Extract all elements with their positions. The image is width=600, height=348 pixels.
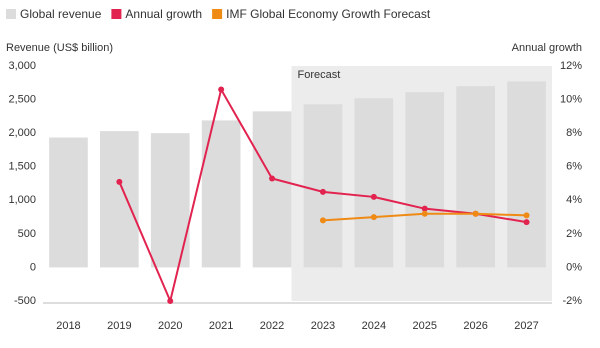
point xyxy=(523,219,530,226)
y-tick-label: -500 xyxy=(14,295,36,307)
x-tick-label: 2026 xyxy=(463,320,487,332)
bar xyxy=(252,111,292,268)
y2-tick-label: 4% xyxy=(566,194,582,206)
forecast-label: Forecast xyxy=(298,69,341,81)
point xyxy=(370,193,377,200)
x-tick-label: 2019 xyxy=(107,320,131,332)
y2-tick-label: 8% xyxy=(566,127,582,139)
legend-label: Global revenue xyxy=(20,7,102,21)
legend-label: IMF Global Economy Growth Forecast xyxy=(226,7,431,21)
point xyxy=(269,175,276,182)
x-tick-label: 2027 xyxy=(514,320,538,332)
legend-label: Annual growth xyxy=(125,7,202,21)
bar xyxy=(507,81,546,268)
point xyxy=(421,205,428,212)
x-tick-label: 2021 xyxy=(209,320,233,332)
y2-tick-label: 2% xyxy=(566,228,582,240)
point xyxy=(319,217,326,224)
point xyxy=(167,298,174,304)
legend-swatch xyxy=(6,9,16,19)
point xyxy=(472,210,479,217)
y-tick-label: 1,000 xyxy=(8,194,36,206)
point xyxy=(116,178,123,185)
x-tick-label: 2025 xyxy=(413,320,437,332)
x-tick-label: 2020 xyxy=(158,320,182,332)
y-axis-title: Revenue (US$ billion) xyxy=(6,42,113,54)
y2-tick-label: -2% xyxy=(562,295,582,307)
y2-axis-title: Annual growth xyxy=(512,42,582,54)
y2-tick-label: 0% xyxy=(566,261,582,273)
point xyxy=(523,212,530,219)
bar xyxy=(354,98,394,268)
y-tick-label: 2,500 xyxy=(8,93,36,105)
legend-swatch xyxy=(212,9,223,19)
bar xyxy=(456,86,495,268)
bar xyxy=(100,131,139,268)
x-tick-label: 2022 xyxy=(260,320,284,332)
bar xyxy=(303,104,343,268)
x-tick-label: 2023 xyxy=(311,320,335,332)
point xyxy=(218,86,225,93)
y2-tick-label: 12% xyxy=(560,60,582,72)
x-tick-label: 2024 xyxy=(362,320,386,332)
y-tick-label: 3,000 xyxy=(8,60,36,72)
point xyxy=(319,188,326,195)
legend-swatch xyxy=(111,9,122,19)
point xyxy=(370,214,377,221)
y2-tick-label: 10% xyxy=(560,93,582,105)
y2-tick-label: 6% xyxy=(566,161,582,173)
y-tick-label: 1,500 xyxy=(8,161,36,173)
y-tick-label: 0 xyxy=(30,261,36,273)
bar xyxy=(405,92,445,268)
point xyxy=(421,210,428,217)
x-tick-label: 2018 xyxy=(56,320,80,332)
y-tick-label: 2,000 xyxy=(8,127,36,139)
bar xyxy=(49,137,88,268)
y-tick-label: 500 xyxy=(18,228,36,240)
